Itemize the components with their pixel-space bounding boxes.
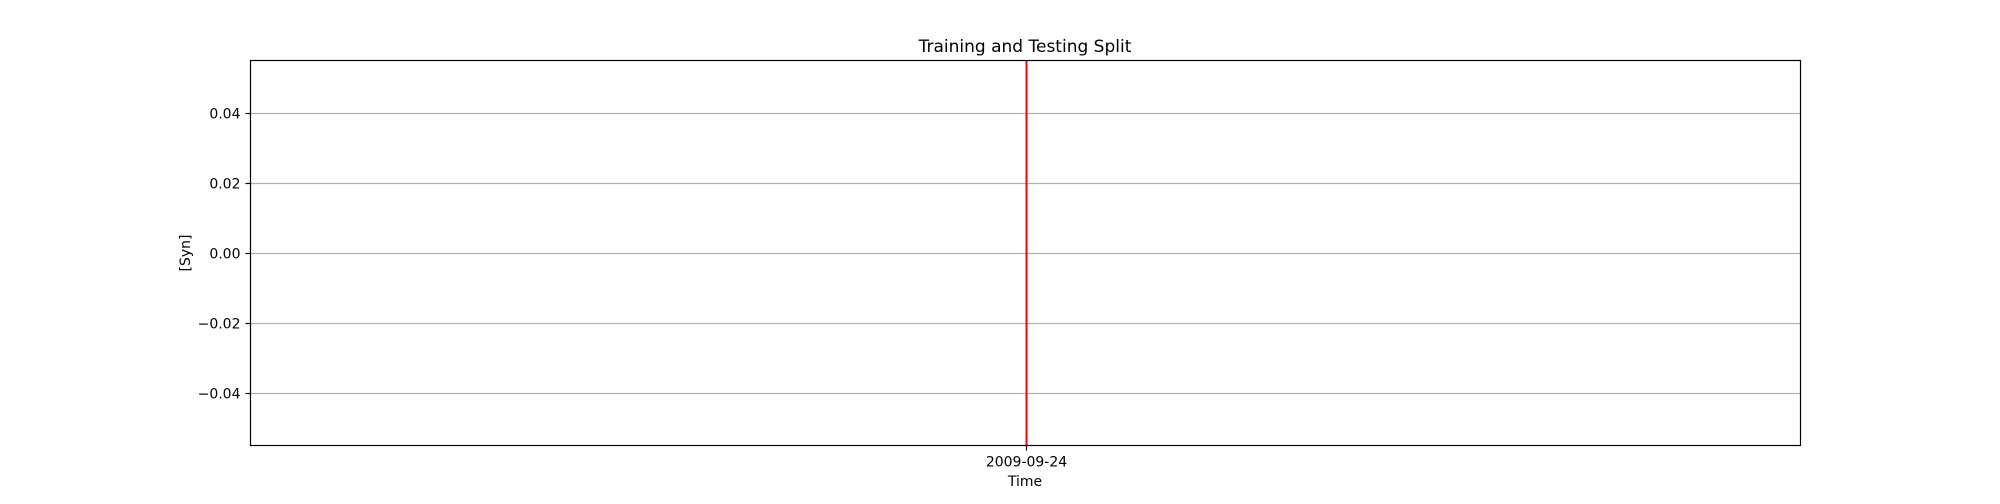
x-axis: 2009-09-24 xyxy=(986,445,1067,471)
y-tick-label: 0.04 xyxy=(209,107,240,123)
y-tick-label: 0.02 xyxy=(209,177,240,193)
y-tick-label: −0.04 xyxy=(198,387,241,403)
y-axis: 0.04 0.02 0.00 −0.02 −0.04 xyxy=(198,107,251,403)
x-axis-label: Time xyxy=(1007,474,1042,490)
chart-title: Training and Testing Split xyxy=(918,37,1132,57)
y-tick-label: 0.00 xyxy=(209,247,240,263)
x-tick-label: 2009-09-24 xyxy=(986,455,1067,471)
y-tick-label: −0.02 xyxy=(198,317,241,333)
y-axis-label: [Syn] xyxy=(178,235,194,272)
